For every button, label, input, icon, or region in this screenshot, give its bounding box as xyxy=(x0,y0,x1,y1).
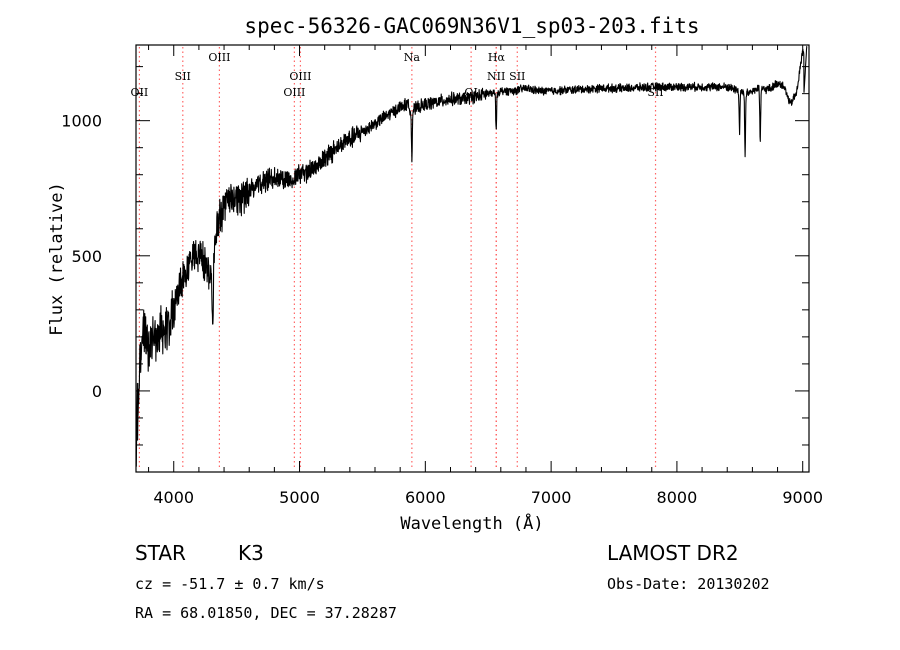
x-axis-label: Wavelength (Å) xyxy=(400,512,543,534)
line-marker-label: Na xyxy=(404,51,421,64)
chart-title: spec-56326-GAC069N36V1_sp03-203.fits xyxy=(244,14,699,38)
object-class: STAR xyxy=(135,541,186,565)
x-tick-label: 7000 xyxy=(531,488,572,507)
line-marker-label: NII xyxy=(487,70,505,83)
y-axis-label: Flux (relative) xyxy=(47,182,67,336)
ra-dec-coordinates: RA = 68.01850, DEC = 37.28287 xyxy=(135,604,397,622)
x-tick-label: 5000 xyxy=(279,488,320,507)
x-tick-label: 6000 xyxy=(405,488,446,507)
object-subclass: K3 xyxy=(238,541,264,565)
line-marker-label: OII xyxy=(131,86,149,99)
survey-name: LAMOST DR2 xyxy=(607,541,739,565)
line-marker-label: SII xyxy=(509,70,525,83)
y-tick-label: 1000 xyxy=(61,112,102,131)
spectrum-series-line xyxy=(135,45,808,467)
line-marker-label: OIII xyxy=(208,51,230,64)
plot-frame xyxy=(135,44,810,473)
line-marker-label: OIII xyxy=(283,86,305,99)
y-tick-label: 500 xyxy=(71,247,102,266)
x-tick-label: 8000 xyxy=(657,488,698,507)
axis-ticks: 4000 5000 6000 7000 8000 9000 0 500 1000 xyxy=(61,45,823,507)
observation-date: Obs-Date: 20130202 xyxy=(607,575,770,593)
redshift-velocity: cz = -51.7 ± 0.7 km/s xyxy=(135,575,325,593)
y-tick-label: 0 xyxy=(92,382,102,401)
line-marker-label: SII xyxy=(175,70,191,83)
x-tick-label: 4000 xyxy=(153,488,194,507)
line-marker-label: OIII xyxy=(289,70,311,83)
x-tick-label: 9000 xyxy=(782,488,823,507)
line-marker-label: Hα xyxy=(488,51,506,64)
